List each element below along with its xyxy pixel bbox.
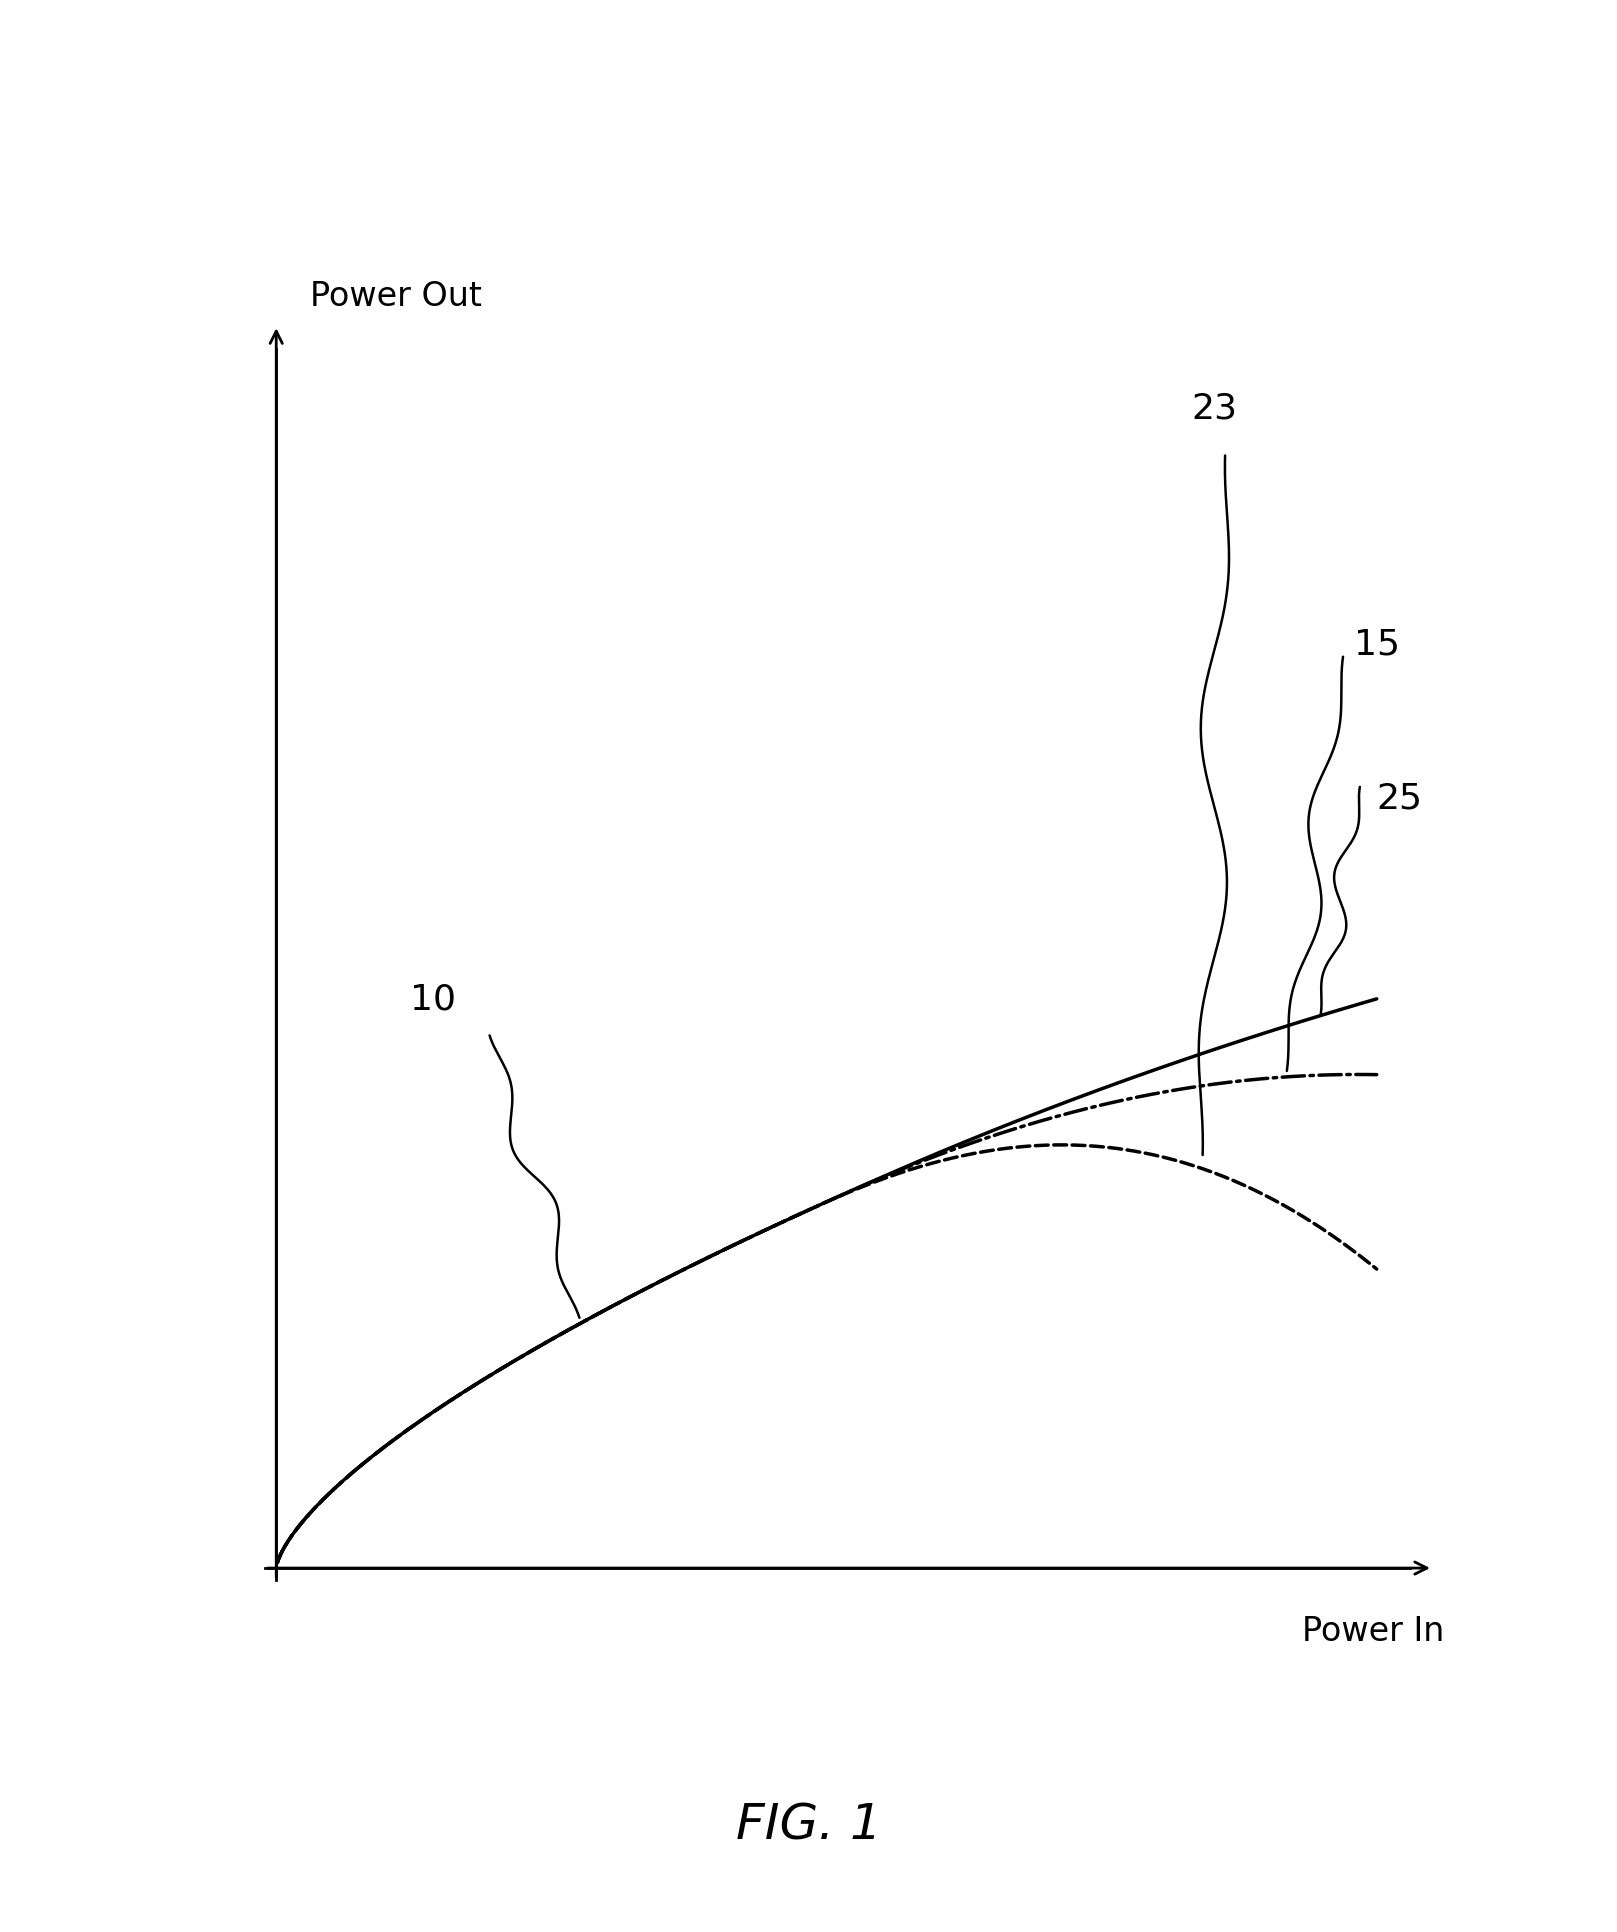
- Text: 25: 25: [1376, 782, 1423, 815]
- Text: 23: 23: [1192, 392, 1237, 425]
- Text: 10: 10: [409, 983, 456, 1016]
- Text: 15: 15: [1355, 628, 1400, 663]
- Text: FIG. 1: FIG. 1: [736, 1803, 881, 1849]
- Text: Power In: Power In: [1302, 1615, 1444, 1648]
- Text: Power Out: Power Out: [310, 280, 482, 313]
